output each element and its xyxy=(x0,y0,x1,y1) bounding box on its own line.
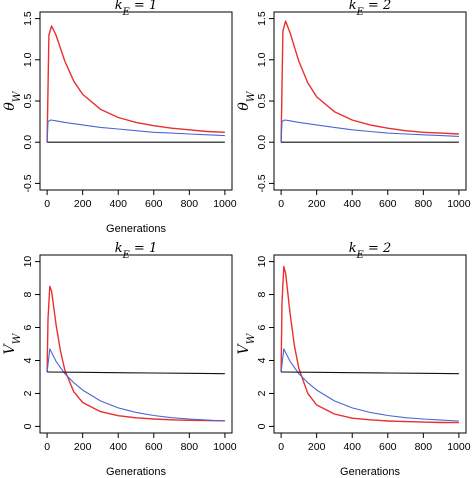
panel-1: 0 200 400 600 800 1000 -0.5 0.0 0.5 1.0 1.5 kE = 1 θ… xyxy=(2,0,237,235)
panel-title: kE = 1 xyxy=(115,0,157,18)
series-line-2 xyxy=(280,119,459,143)
x-tick-label: 800 xyxy=(415,441,433,453)
x-tick-label: 1000 xyxy=(447,441,471,453)
series-line-1 xyxy=(280,265,459,424)
y-tick-label: 0 xyxy=(256,423,268,429)
y-tick-label: 6 xyxy=(256,324,268,330)
plot-frame xyxy=(273,11,467,191)
x-tick-label: 0 xyxy=(278,198,284,210)
x-axis-label: Generations xyxy=(106,223,166,235)
y-tick-label: 2 xyxy=(22,390,34,396)
x-tick-label: 600 xyxy=(379,198,397,210)
x-tick-label: 0 xyxy=(278,441,284,453)
x-tick-label: 600 xyxy=(145,198,163,210)
y-tick-label: 10 xyxy=(256,256,268,268)
series-line-2 xyxy=(280,348,459,422)
panel-title: kE = 2 xyxy=(349,0,391,18)
y-axis-label: θW xyxy=(2,90,23,110)
x-axis-label: Generations xyxy=(106,466,166,478)
x-tick-label: 800 xyxy=(415,198,433,210)
x-tick-label: 400 xyxy=(109,441,127,453)
panel-2: 0 200 400 600 800 1000 -0.5 0.0 0.5 1.0 1.5 kE = 2 θ… xyxy=(236,0,471,210)
plot-frame xyxy=(39,11,233,191)
y-tick-label: 0.0 xyxy=(256,135,268,150)
x-axis-label: Generations xyxy=(340,466,400,478)
y-tick-label: -0.5 xyxy=(22,174,34,192)
y-tick-label: 2 xyxy=(256,390,268,396)
series-line-1 xyxy=(280,20,459,143)
plot-frame xyxy=(273,254,467,434)
x-tick-label: 0 xyxy=(44,441,50,453)
series-line-1 xyxy=(46,25,225,143)
x-tick-label: 1000 xyxy=(213,198,237,210)
y-tick-label: 4 xyxy=(22,357,34,363)
x-tick-label: 800 xyxy=(181,441,199,453)
series-line-2 xyxy=(46,119,225,143)
x-tick-label: 200 xyxy=(74,441,92,453)
panel-title: kE = 2 xyxy=(349,241,391,261)
plot-frame xyxy=(39,254,233,434)
y-tick-label: 1.0 xyxy=(256,52,268,67)
x-tick-label: 400 xyxy=(343,198,361,210)
series-line-1 xyxy=(46,285,225,422)
y-tick-label: 0.5 xyxy=(256,94,268,109)
y-axis-label: VW xyxy=(2,332,23,354)
x-tick-label: 800 xyxy=(181,198,199,210)
y-tick-label: 1.0 xyxy=(22,52,34,67)
x-tick-label: 600 xyxy=(379,441,397,453)
y-tick-label: 1.5 xyxy=(256,11,268,26)
panel-4: 0 200 400 600 800 1000 0 2 4 6 8 10 kE = 2 VW Generati… xyxy=(236,241,471,478)
x-tick-label: 400 xyxy=(109,198,127,210)
series-line-2 xyxy=(46,348,225,422)
y-tick-label: 6 xyxy=(22,324,34,330)
y-tick-label: 0 xyxy=(22,423,34,429)
x-tick-label: 600 xyxy=(145,441,163,453)
panel-title: kE = 1 xyxy=(115,241,157,261)
x-tick-label: 400 xyxy=(343,441,361,453)
y-tick-label: 0.5 xyxy=(22,94,34,109)
x-tick-label: 1000 xyxy=(213,441,237,453)
series-line-3 xyxy=(281,371,459,375)
y-axis-label: θW xyxy=(236,90,257,110)
y-tick-label: 8 xyxy=(256,291,268,297)
panel-3: 0 200 400 600 800 1000 0 2 4 6 8 10 kE = 1 VW Generati… xyxy=(2,241,237,478)
y-axis-label: VW xyxy=(236,332,257,354)
y-tick-label: 8 xyxy=(22,291,34,297)
x-tick-label: 0 xyxy=(44,198,50,210)
x-tick-label: 1000 xyxy=(447,198,471,210)
y-tick-label: 0.0 xyxy=(22,135,34,150)
y-tick-label: 1.5 xyxy=(22,11,34,26)
y-tick-label: 10 xyxy=(22,256,34,268)
x-tick-label: 200 xyxy=(308,441,326,453)
x-tick-label: 200 xyxy=(74,198,92,210)
y-tick-label: -0.5 xyxy=(256,174,268,192)
x-tick-label: 200 xyxy=(308,198,326,210)
y-tick-label: 4 xyxy=(256,357,268,363)
series-line-3 xyxy=(47,371,225,375)
